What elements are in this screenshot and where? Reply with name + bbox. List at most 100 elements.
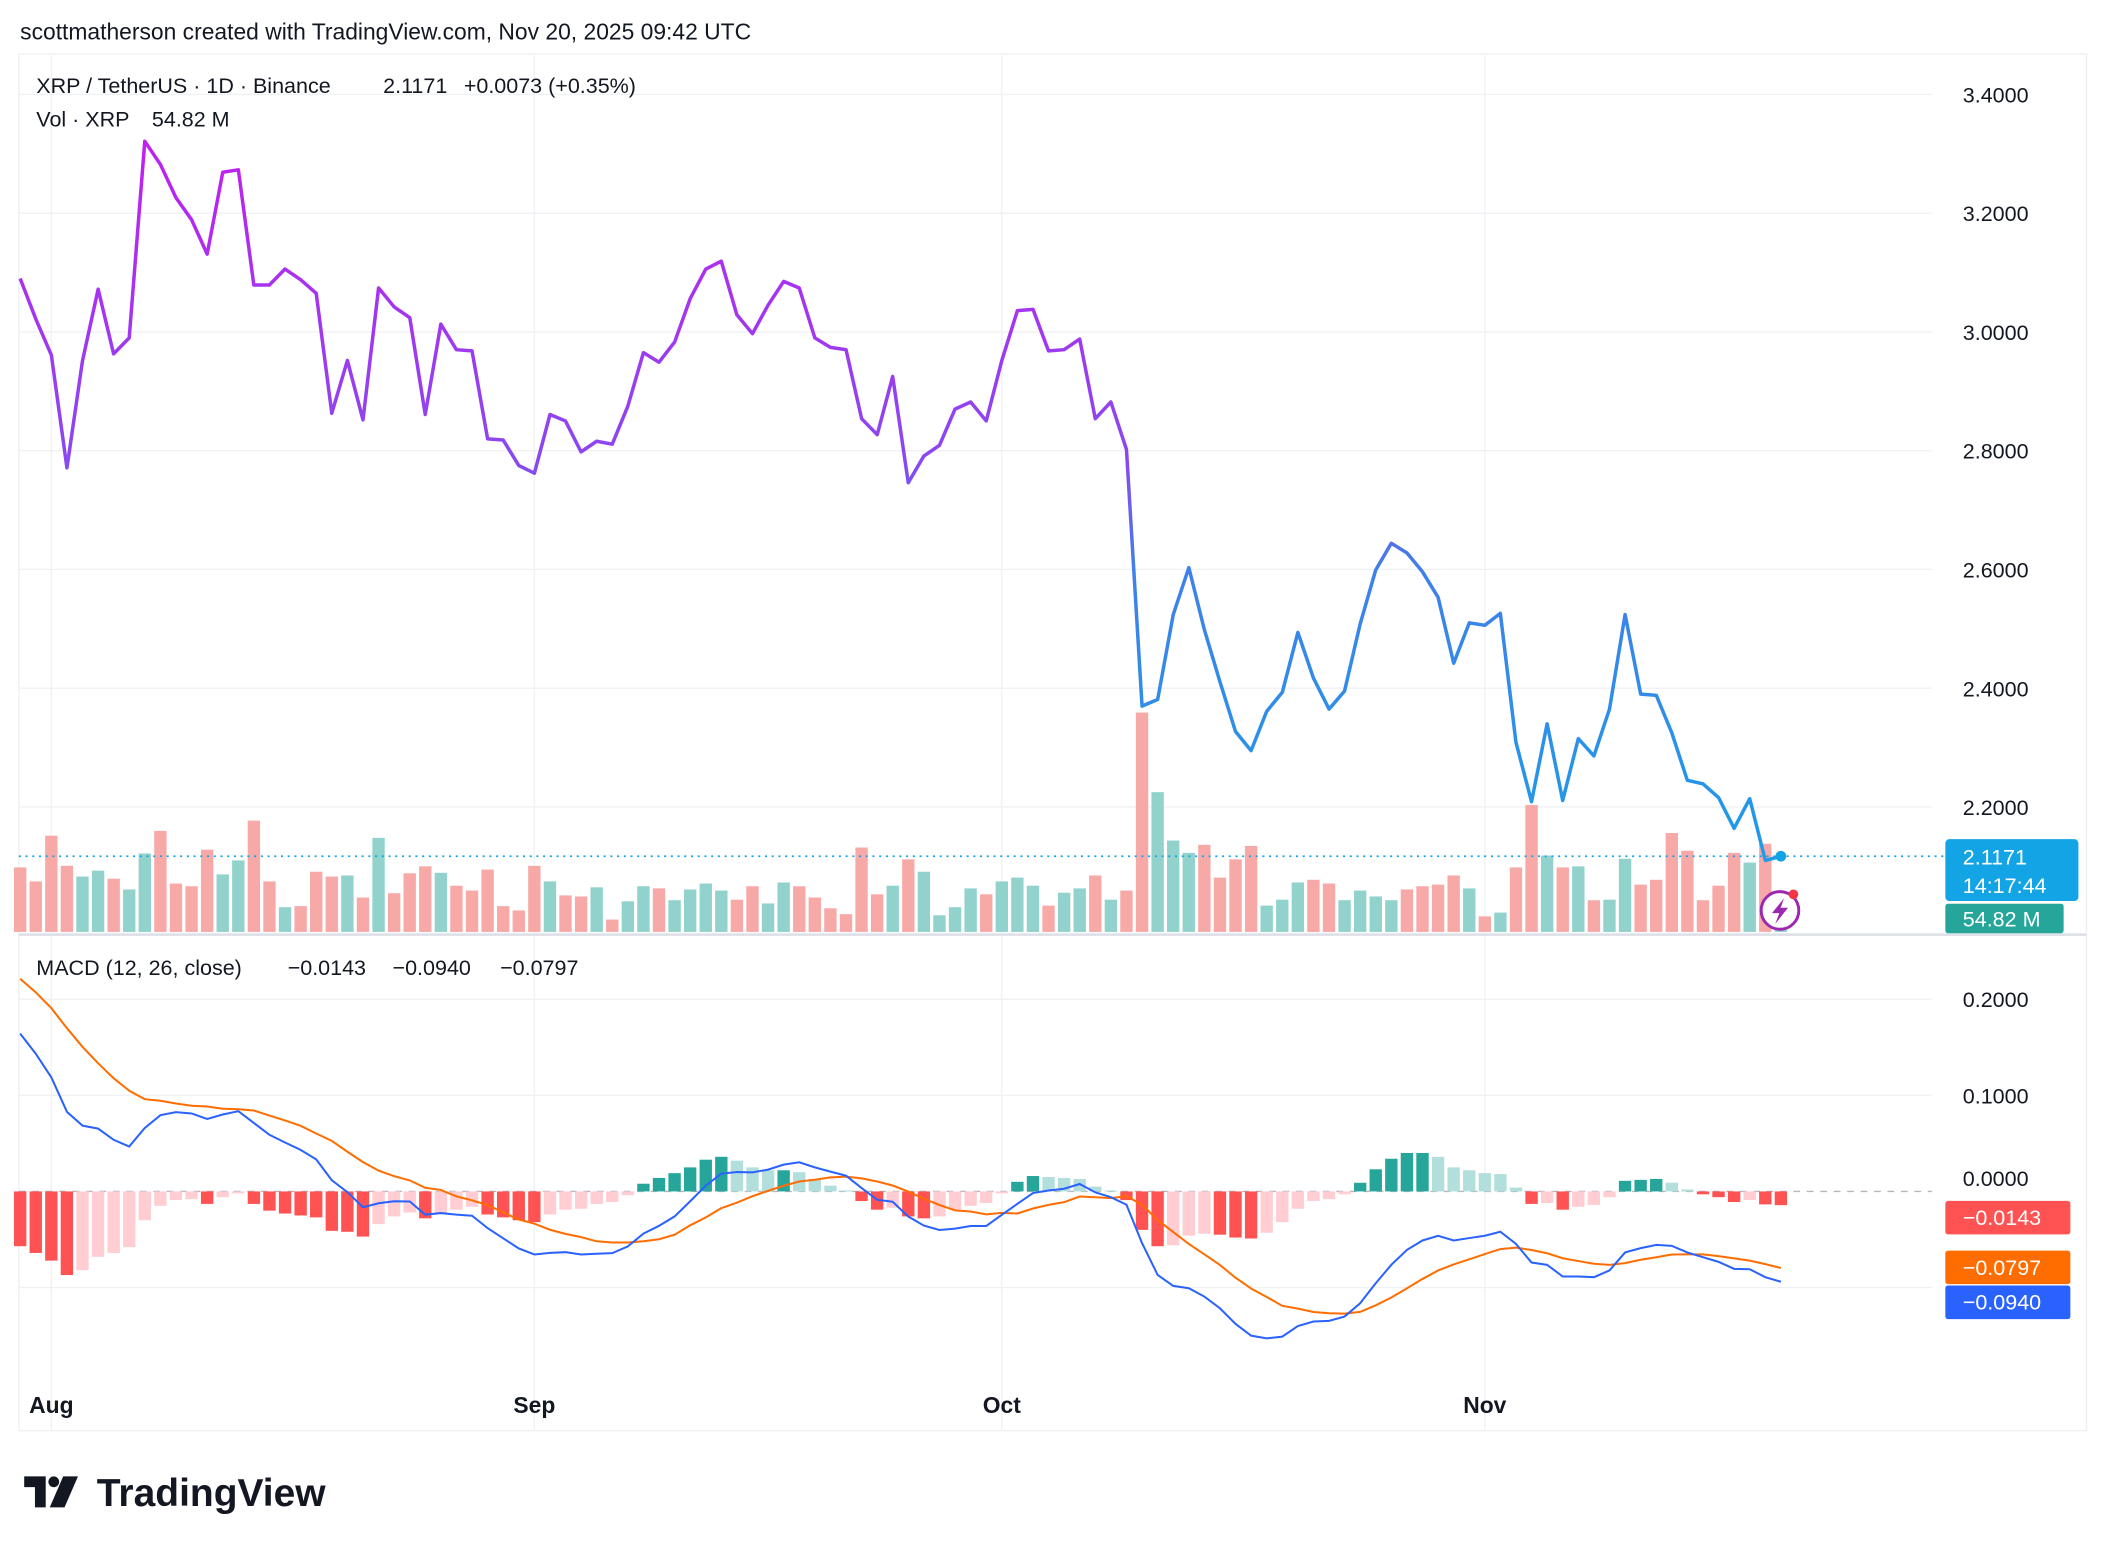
macd-histogram-bar [91, 1191, 105, 1257]
volume-bar [1057, 892, 1071, 932]
tradingview-logo[interactable]: TradingView [24, 1472, 326, 1515]
volume-bar [1244, 845, 1258, 932]
volume-bar [793, 886, 806, 932]
macd-histogram-bar [1385, 1158, 1398, 1192]
volume-bar [948, 907, 962, 932]
macd-histogram-bar [559, 1191, 572, 1210]
macd-histogram-bar [1089, 1186, 1102, 1192]
volume-bar [1322, 883, 1336, 932]
macd-lines [19, 977, 1782, 1340]
macd-signal-badge-value: −0.0797 [1963, 1256, 2041, 1280]
volume-bar [200, 849, 214, 932]
volume-bar [1307, 879, 1320, 932]
macd-histogram-bar [216, 1191, 229, 1198]
macd-histogram-bar [76, 1191, 89, 1271]
volume-bar [528, 865, 541, 932]
macd-histogram-bar [1431, 1156, 1445, 1192]
volume-bar [1135, 712, 1149, 932]
macd-histogram-bar [652, 1177, 666, 1192]
macd-histogram-bar [1198, 1191, 1211, 1234]
date-tick-label: Oct [983, 1392, 1021, 1418]
volume-bar [902, 859, 915, 932]
volume-bar [1650, 879, 1663, 932]
macd-histogram-bar [995, 1191, 1008, 1194]
macd-histogram-bar [528, 1191, 541, 1223]
volume-bar [76, 876, 89, 932]
macd-histogram-bar [1260, 1191, 1273, 1233]
macd-histogram-bar [1369, 1169, 1382, 1192]
macd-histogram-bar [1463, 1170, 1476, 1192]
macd-histogram-bar [1213, 1191, 1227, 1235]
volume-bar [1712, 885, 1725, 932]
volume-bar [886, 885, 899, 932]
price-axis[interactable]: 3.4000 3.2000 3.0000 2.8000 2.6000 2.4000 2.20… [1963, 83, 2029, 820]
macd-histogram-bar [278, 1191, 292, 1214]
macd-histogram-bar [1182, 1191, 1195, 1236]
macd-axis[interactable]: 0.2000 0.1000 0.0000 [1963, 988, 2029, 1191]
macd-histogram-bar [574, 1191, 588, 1209]
macd-histogram-bar [1759, 1191, 1772, 1205]
macd-histogram-bar [1618, 1180, 1632, 1192]
price-change: +0.0073 (+0.35%) [464, 74, 636, 98]
volume-bar [870, 894, 884, 932]
price-series [18, 139, 1946, 863]
macd-histogram-bar [200, 1191, 214, 1204]
volume-bar [1587, 900, 1601, 932]
bar-countdown: 14:17:44 [1963, 874, 2047, 898]
volume-bar [1743, 862, 1756, 932]
volume-bar [325, 876, 338, 932]
macd-histogram-bar [1696, 1191, 1710, 1195]
macd-title[interactable]: MACD (12, 26, close) [36, 956, 242, 980]
volume-bar [1151, 792, 1164, 932]
macd-histogram-bar [980, 1191, 993, 1203]
macd-histogram-bar [13, 1191, 27, 1247]
volume-title[interactable]: Vol · XRP [36, 108, 129, 132]
price-tick-label: 3.4000 [1963, 83, 2029, 107]
volume-bar [247, 820, 261, 932]
macd-histogram-bar [668, 1173, 681, 1192]
macd-histogram-bar [683, 1167, 697, 1192]
macd-line-badge: −0.0940 [1945, 1285, 2071, 1320]
volume-bar [1353, 890, 1367, 932]
time-axis[interactable]: Aug Sep Oct Nov [29, 1392, 1507, 1418]
volume-bar [652, 888, 666, 932]
price-tick-label: 2.4000 [1963, 677, 2029, 701]
volume-bar [559, 895, 572, 932]
volume-bar [1525, 805, 1538, 932]
macd-histogram-bar [902, 1191, 915, 1217]
macd-histogram-bar [1665, 1182, 1678, 1192]
macd-histogram-bar [294, 1191, 307, 1216]
volume-bar [45, 835, 58, 932]
macd-signal-value: −0.0797 [500, 956, 578, 980]
volume-bar [1104, 899, 1118, 932]
macd-histogram-bar [730, 1160, 744, 1192]
macd-histogram-bar [1322, 1191, 1336, 1200]
macd-histogram-bar [263, 1191, 276, 1211]
macd-tick-label: 0.2000 [1963, 988, 2029, 1012]
volume-bar [1681, 850, 1694, 932]
macd-histogram-bar [1135, 1191, 1149, 1230]
volume-bar [855, 847, 868, 932]
volume-bar [746, 886, 759, 932]
volume-bar [1276, 899, 1289, 932]
symbol-title[interactable]: XRP / TetherUS · 1D · Binance [36, 74, 330, 98]
macd-histogram-value: −0.0143 [288, 956, 366, 980]
macd-histogram-bar [1525, 1191, 1538, 1204]
macd-histogram-bar [29, 1191, 42, 1253]
macd-histogram-bar [169, 1191, 183, 1201]
lightning-icon[interactable] [1759, 889, 1801, 931]
volume-bar [216, 874, 229, 932]
volume-bar [1572, 866, 1585, 932]
macd-histogram-bar [434, 1191, 448, 1215]
macd-histogram-bar [185, 1191, 198, 1200]
macd-signal-badge: −0.0797 [1945, 1250, 2071, 1285]
last-price: 2.1171 [383, 74, 447, 98]
price-tick-label: 2.2000 [1963, 796, 2029, 820]
volume-bar [606, 919, 619, 932]
macd-histogram-bar [1587, 1191, 1601, 1205]
volume-bar [824, 908, 837, 932]
volume-bar [310, 871, 323, 932]
volume-bar [434, 872, 448, 932]
macd-histogram-bar [232, 1191, 245, 1194]
price-line [18, 139, 1782, 863]
